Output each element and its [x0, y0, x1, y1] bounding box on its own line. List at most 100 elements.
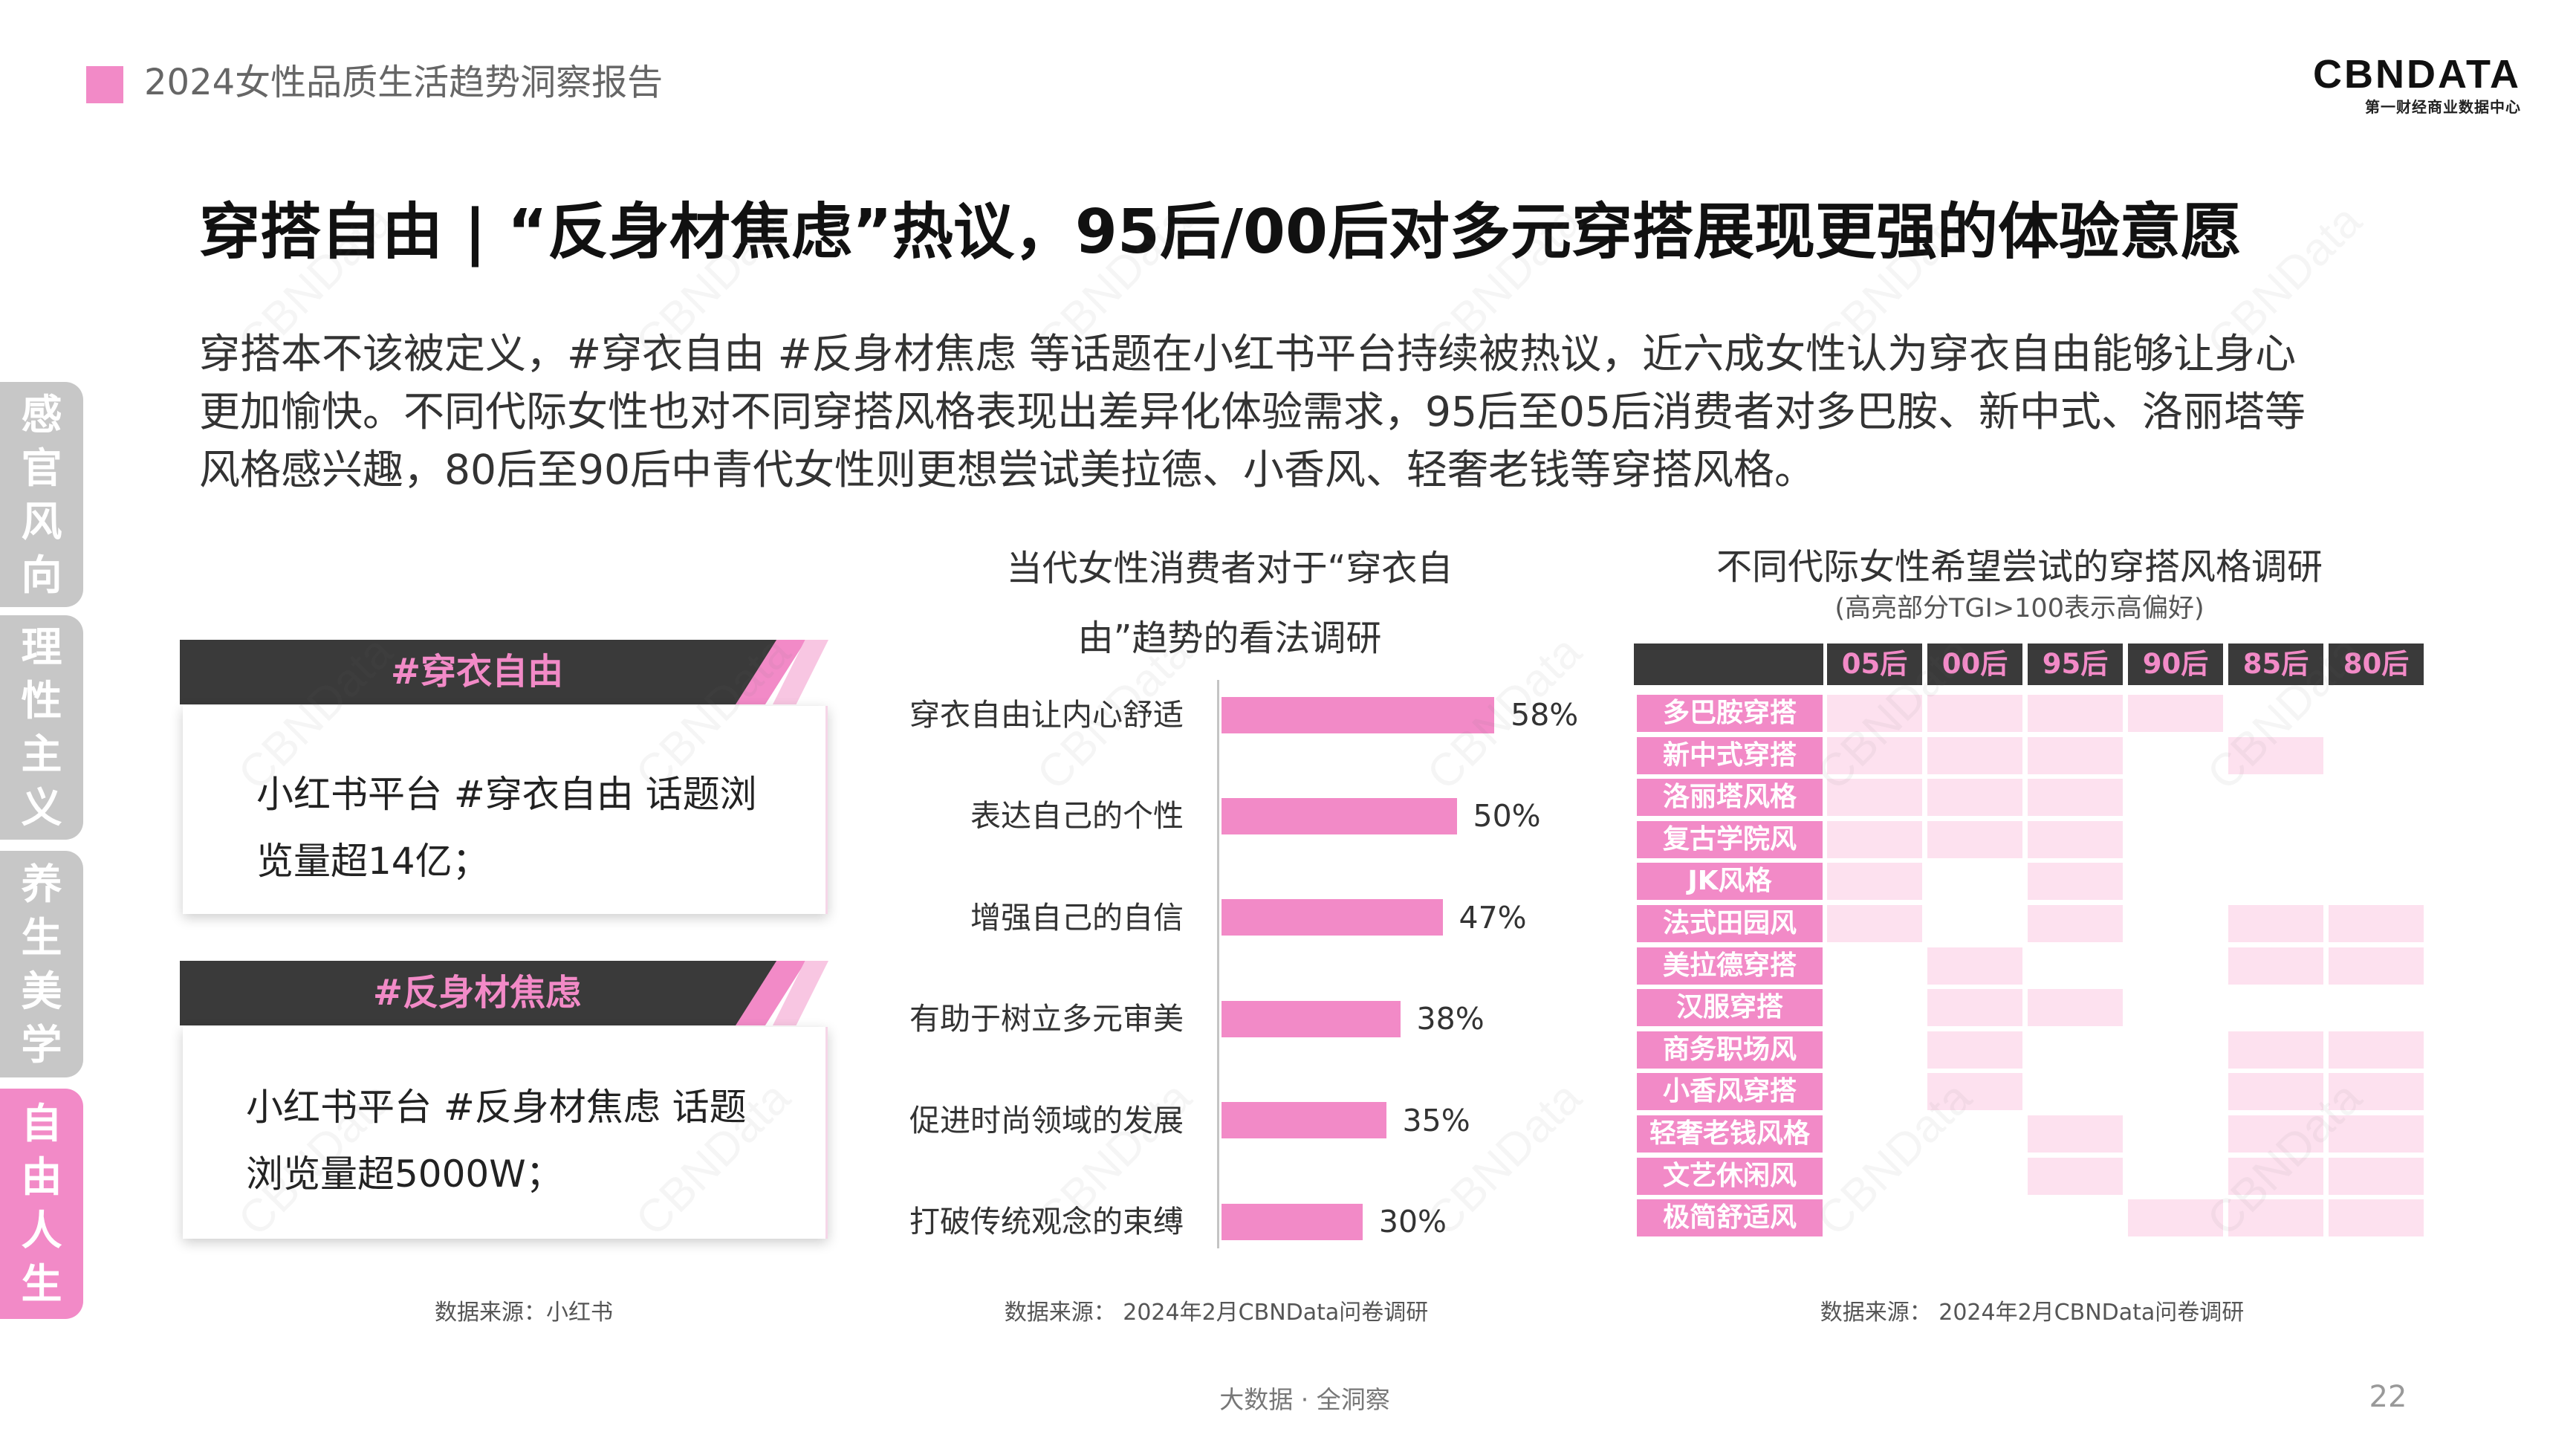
heatmap-cell — [1927, 1157, 2022, 1195]
heatmap-cell-highlighted — [2329, 1031, 2424, 1069]
bar — [1222, 1000, 1401, 1037]
bar — [1222, 797, 1457, 834]
heatmap-row-label: 商务职场风 — [1637, 1031, 1823, 1069]
card-hashtag: #反身材焦虑 — [372, 972, 582, 1014]
heatmap-row-label: 汉服穿搭 — [1637, 989, 1823, 1027]
bar-category-label: 促进时尚领域的发展 — [909, 1102, 1184, 1138]
heatmap-cell-highlighted — [1927, 736, 2022, 774]
heatmap-cell-highlighted — [1827, 695, 1922, 732]
heatmap-cell-highlighted — [1927, 779, 2022, 817]
heatmap-cell — [2028, 1199, 2123, 1237]
heatmap-cell-highlighted — [1827, 905, 1922, 942]
heatmap-cell-highlighted — [1927, 695, 2022, 732]
heatmap-cell-highlighted — [1927, 947, 2022, 985]
card-hashtag: #穿衣自由 — [390, 651, 564, 693]
card-body: 小红书平台 #穿衣自由 话题浏 览量超14亿； — [183, 706, 828, 914]
heatmap-cell-highlighted — [2028, 1115, 2123, 1153]
heatmap-column-header: 00后 — [1927, 644, 2022, 685]
intro-line: 更加愉快。不同代际女性也对不同穿搭风格表现出差异化体验需求，95后至05后消费者… — [199, 388, 2306, 435]
heatmap-cell-highlighted — [2329, 947, 2424, 985]
heatmap-row-label: 法式田园风 — [1637, 905, 1823, 942]
heatmap-cell — [2128, 1073, 2223, 1111]
bar-category-label: 打破传统观念的束缚 — [909, 1204, 1184, 1239]
heatmap-cell-highlighted — [2228, 1199, 2323, 1237]
sidebar-tab-freedom[interactable]: 自由人生 — [0, 1089, 83, 1319]
heatmap-row-label: 新中式穿搭 — [1637, 736, 1823, 774]
bar-value-label: 58% — [1511, 697, 1579, 733]
heatmap-cell-highlighted — [2028, 989, 2123, 1027]
heatmap-cell — [2329, 820, 2424, 858]
bar — [1222, 1102, 1386, 1139]
bar-category-label: 表达自己的个性 — [970, 798, 1184, 834]
intro-line: 风格感兴趣，80后至90后中青代女性则更想尝试美拉德、小香风、轻奢老钱等穿搭风格… — [199, 446, 1815, 493]
bar-chart-title: 当代女性消费者对于“穿衣自 由”趋势的看法调研 — [932, 534, 1527, 673]
heatmap-cell — [1827, 989, 1922, 1027]
heatmap-cell-highlighted — [1927, 1073, 2022, 1111]
heatmap-cell-highlighted — [2228, 1073, 2323, 1111]
heatmap-cell — [2028, 947, 2123, 985]
heatmap-cell — [2329, 695, 2424, 732]
heatmap-cell-highlighted — [2028, 905, 2123, 942]
heatmap-column-header: 80后 — [2329, 644, 2424, 685]
heatmap-cell-highlighted — [2329, 1199, 2424, 1237]
card-header-bar — [180, 961, 797, 1025]
bar — [1222, 696, 1495, 733]
header-accent-square — [86, 66, 123, 103]
bar-chart-axis — [1217, 680, 1219, 1248]
heatmap-cell — [1827, 1031, 1922, 1069]
card-body: 小红书平台 #反身材焦虑 话题 浏览量超5000W； — [183, 1027, 828, 1239]
heatmap-subtitle: (高亮部分TGI>100表示高偏好) — [1834, 594, 2204, 623]
heatmap-column-header: 90后 — [2128, 644, 2223, 685]
heatmap-cell — [2128, 989, 2223, 1027]
page-number: 22 — [2369, 1380, 2407, 1414]
page-title: 穿搭自由 | “反身材焦虑”热议，95后/00后对多元穿搭展现更强的体验意愿 — [199, 197, 2242, 268]
heatmap-cell — [1927, 1115, 2022, 1153]
heatmap-cell — [2028, 1031, 2123, 1069]
source-note: 数据来源： 2024年2月CBNData问卷调研 — [1820, 1300, 2245, 1326]
heatmap-header-corner — [1634, 644, 1823, 685]
heatmap-row-label: 极简舒适风 — [1637, 1199, 1823, 1237]
bar-value-label: 30% — [1378, 1204, 1447, 1239]
sidebar-tab-label: 感官风向 — [21, 390, 62, 599]
card-header-bar — [180, 640, 797, 704]
intro-paragraph: 穿搭本不该被定义，#穿衣自由 #反身材焦虑 等话题在小红书平台持续被热议，近六成… — [199, 325, 2413, 499]
heatmap-cell-highlighted — [1927, 989, 2022, 1027]
heatmap-cell-highlighted — [1827, 779, 1922, 817]
sidebar-tab-rational[interactable]: 理性主义 — [0, 615, 83, 840]
footer-slogan: 大数据 · 全洞察 — [1219, 1385, 1390, 1414]
bar-category-label: 增强自己的自信 — [970, 899, 1184, 936]
bar-category-label: 穿衣自由让内心舒适 — [909, 697, 1184, 733]
bar-chart-title-line: 当代女性消费者对于“穿衣自 — [1006, 548, 1453, 589]
heatmap-cell-highlighted — [2028, 695, 2123, 732]
heatmap-cell — [2329, 736, 2424, 774]
heatmap-cell-highlighted — [2028, 1157, 2123, 1195]
heatmap-cell-highlighted — [2228, 1157, 2323, 1195]
logo-subtitle: 第一财经商业数据中心 — [2365, 98, 2521, 116]
heatmap-column-header: 05后 — [1827, 644, 1922, 685]
heatmap-row-label: 洛丽塔风格 — [1637, 779, 1823, 817]
heatmap-row-label: 轻奢老钱风格 — [1637, 1115, 1823, 1153]
heatmap-cell-highlighted — [1927, 820, 2022, 858]
sidebar-tab-label: 自由人生 — [21, 1100, 62, 1308]
heatmap-cell — [1927, 1199, 2022, 1237]
bar-chart-title-line: 由”趋势的看法调研 — [1077, 617, 1382, 659]
bar-value-label: 47% — [1459, 899, 1527, 936]
card-text-line: 小红书平台 #穿衣自由 话题浏 — [256, 773, 757, 816]
logo-wordmark: CBNDATA — [2313, 52, 2521, 97]
heatmap-cell — [2128, 779, 2223, 817]
source-note: 数据来源：小红书 — [435, 1300, 613, 1326]
heatmap-cell — [1827, 1073, 1922, 1111]
heatmap-cell-highlighted — [2228, 1115, 2323, 1153]
heatmap-row-label: 多巴胺穿搭 — [1637, 695, 1823, 732]
bar-value-label: 38% — [1416, 1001, 1485, 1037]
heatmap-column-header: 85后 — [2228, 644, 2323, 685]
sidebar-tab-sensory[interactable]: 感官风向 — [0, 382, 83, 607]
heatmap-cell-highlighted — [2228, 905, 2323, 942]
heatmap-cell — [2128, 1115, 2223, 1153]
heatmap-cell-highlighted — [1927, 1031, 2022, 1069]
heatmap-title: 不同代际女性希望尝试的穿搭风格调研 — [1716, 546, 2323, 588]
heatmap-cell-highlighted — [2228, 947, 2323, 985]
bar-category-label: 有助于树立多元审美 — [909, 1001, 1184, 1037]
heatmap-cell-highlighted — [1827, 736, 1922, 774]
sidebar-tab-wellness[interactable]: 养生美学 — [0, 851, 83, 1077]
